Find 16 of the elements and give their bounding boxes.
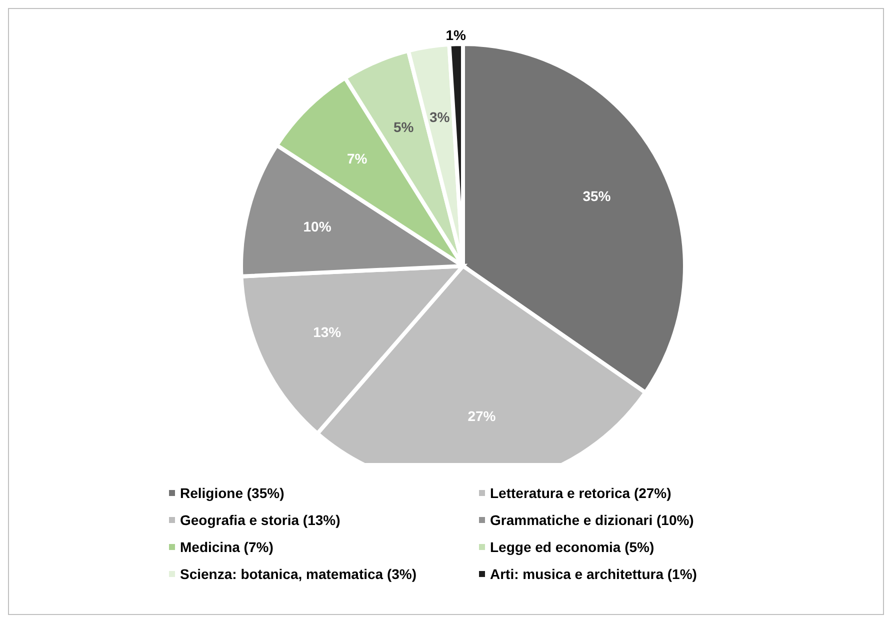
legend-label: Letteratura e retorica (27%) [490,484,672,500]
legend-label: Legge ed economia (5%) [490,538,654,554]
data-label: 35% [582,188,612,204]
data-label: 13% [313,324,342,340]
data-label: 3% [430,108,450,125]
legend-label: Geografia e storia (13%) [180,512,340,528]
legend-label: Religione (35%) [180,484,284,500]
data-label: 7% [346,150,368,166]
data-label: 1% [446,27,466,44]
data-label: 10% [303,218,332,235]
data-label: 5% [393,119,414,136]
legend-label: Grammatiche e dizionari (10%) [490,512,694,528]
legend-label: Medicina (7%) [180,538,274,554]
legend-label: Arti: musica e architettura (1%) [490,566,697,582]
data-label: 27% [468,408,496,424]
legend-label: Scienza: botanica, matematica (3%) [180,566,417,582]
